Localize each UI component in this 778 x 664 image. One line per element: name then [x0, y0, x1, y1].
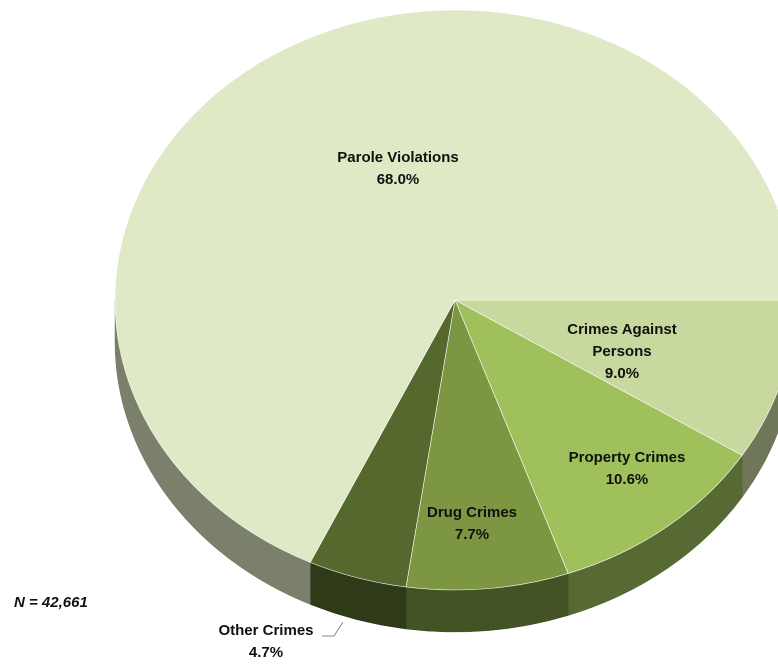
slice-label: Parole Violations 68.0%: [318, 147, 478, 191]
slice-category: Other Crimes: [218, 622, 314, 639]
slice-value: 68.0%: [376, 171, 420, 188]
annotation: N = 42,661: [14, 594, 88, 611]
slice-value: 10.6%: [605, 471, 649, 488]
slice: [114, 9, 778, 563]
slice-label: Property Crimes 10.6%: [547, 447, 707, 491]
slice-value: 7.7%: [454, 526, 490, 543]
pie-sides: [114, 299, 778, 633]
slice-label: Other Crimes 4.7%: [186, 620, 346, 664]
slice-label: Crimes Against Persons 9.0%: [542, 319, 702, 385]
slice-value: 4.7%: [248, 644, 284, 661]
slice-value: 9.0%: [604, 365, 640, 382]
slice-category: Drug Crimes: [426, 504, 518, 521]
slice-category: Property Crimes: [568, 449, 686, 466]
pie-tops: [114, 9, 778, 591]
slice-category: Crimes Against Persons: [567, 321, 677, 360]
leader-line: [322, 621, 344, 637]
slice: [454, 299, 778, 456]
slice: [454, 299, 743, 574]
slice-label: Drug Crimes 7.7%: [392, 502, 552, 546]
slice: [405, 298, 569, 591]
slice-category: Parole Violations: [337, 149, 459, 166]
